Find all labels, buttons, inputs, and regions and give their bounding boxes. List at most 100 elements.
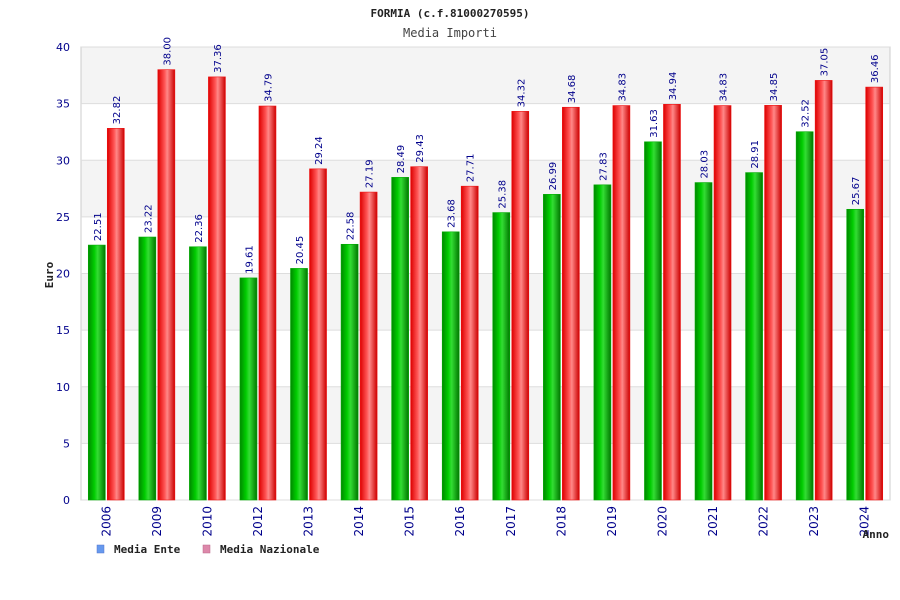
bar-media-nazionale-2009 [157, 69, 176, 501]
x-axis-label: Anno [863, 528, 890, 541]
bar-media-nazionale-2024 [865, 86, 884, 501]
value-label: 34.83 [617, 73, 628, 102]
bar-media-nazionale-2020 [663, 104, 681, 501]
value-label: 19.61 [244, 245, 255, 274]
value-label: 23.22 [143, 204, 154, 233]
legend-label-media-nazionale: Media Nazionale [220, 543, 320, 556]
x-tick-label: 2023 [807, 506, 821, 537]
value-label: 34.32 [516, 79, 527, 108]
bar-media-ente-2018 [543, 194, 561, 501]
bar-media-nazionale-2021 [713, 105, 732, 501]
y-tick-label: 0 [63, 494, 70, 507]
bar-media-ente-2024 [846, 208, 865, 501]
bar-media-nazionale-2006 [106, 128, 125, 501]
value-label: 28.03 [700, 150, 711, 179]
bar-media-nazionale-2018 [562, 106, 580, 501]
value-label: 34.79 [263, 73, 274, 102]
bar-media-nazionale-2014 [359, 191, 378, 501]
bar-media-ente-2013 [290, 268, 308, 501]
value-label: 34.85 [769, 73, 780, 102]
x-tick-label: 2010 [200, 506, 214, 537]
value-label: 22.51 [93, 212, 104, 241]
y-tick-label: 35 [56, 98, 70, 111]
y-axis-ticks: 0 5 10 15 20 25 30 35 40 [56, 41, 70, 507]
x-tick-label: 2013 [302, 506, 316, 537]
value-label: 23.68 [447, 199, 458, 228]
value-label: 38.00 [162, 37, 173, 66]
chart-title: FORMIA (c.f.81000270595) [371, 7, 530, 20]
bar-media-ente-2015 [391, 177, 409, 501]
y-axis-label: Euro [43, 261, 56, 288]
x-tick-label: 2019 [605, 506, 619, 537]
bar-media-ente-2023 [795, 131, 814, 501]
bar-media-ente-2014 [340, 243, 359, 501]
value-label: 20.45 [295, 236, 306, 265]
value-label: 25.38 [497, 180, 508, 209]
value-label: 34.83 [719, 73, 730, 102]
bar-media-ente-2022 [745, 172, 763, 501]
bar-media-ente-2010 [189, 246, 207, 501]
bar-media-nazionale-2012 [258, 105, 277, 501]
x-tick-label: 2006 [99, 506, 113, 537]
value-label: 29.24 [314, 136, 325, 165]
x-tick-label: 2017 [504, 506, 518, 537]
value-label: 32.82 [112, 96, 123, 125]
x-tick-label: 2021 [706, 506, 720, 537]
y-tick-label: 10 [56, 381, 70, 394]
x-tick-label: 2016 [453, 506, 467, 537]
y-tick-label: 5 [63, 437, 70, 450]
bar-media-nazionale-2019 [612, 105, 631, 501]
bar-media-ente-2009 [138, 236, 157, 501]
value-label: 34.94 [668, 72, 679, 101]
value-label: 29.43 [415, 134, 426, 163]
bar-media-ente-2006 [87, 244, 106, 501]
value-label: 28.49 [396, 145, 407, 174]
bar-media-ente-2016 [441, 231, 460, 501]
x-tick-label: 2009 [150, 506, 164, 537]
bar-media-ente-2017 [492, 212, 511, 501]
chart-subtitle: Media Importi [403, 26, 497, 40]
legend: Media Ente Media Nazionale [96, 543, 320, 556]
bar-media-nazionale-2017 [511, 111, 530, 501]
value-label: 26.99 [548, 162, 559, 191]
y-tick-label: 30 [56, 154, 70, 167]
value-label: 25.67 [851, 177, 862, 206]
legend-swatch-media-nazionale [202, 544, 211, 554]
y-tick-label: 20 [56, 268, 70, 281]
bar-media-nazionale-2016 [460, 185, 479, 501]
value-label: 27.71 [466, 154, 477, 183]
value-label: 22.36 [194, 214, 205, 243]
value-label: 31.63 [649, 109, 660, 138]
x-tick-label: 2020 [655, 506, 669, 537]
bar-media-ente-2020 [644, 141, 662, 501]
y-tick-label: 15 [56, 324, 70, 337]
legend-label-media-ente: Media Ente [114, 543, 181, 556]
value-label: 27.19 [365, 159, 376, 188]
value-label: 22.58 [346, 212, 357, 241]
x-tick-label: 2024 [858, 506, 872, 537]
bar-media-nazionale-2015 [410, 166, 428, 501]
bar-media-nazionale-2013 [309, 168, 327, 501]
x-tick-label: 2022 [757, 506, 771, 537]
bar-media-nazionale-2022 [764, 105, 782, 501]
value-label: 32.52 [801, 99, 812, 128]
value-label: 34.68 [567, 75, 578, 104]
x-axis-ticks: 2006 2009 2010 2012 2013 2014 2015 2016 2017 2018… [99, 506, 871, 537]
value-labels: 22.51 32.82 23.22 38.00 22.36 37.36 19.61 34.79… [93, 37, 881, 274]
x-tick-label: 2014 [352, 506, 366, 537]
bar-media-nazionale-2010 [208, 76, 226, 501]
bars [87, 69, 884, 501]
bar-media-nazionale-2023 [814, 80, 833, 501]
value-label: 37.05 [820, 48, 831, 77]
y-tick-label: 40 [56, 41, 70, 54]
y-tick-label: 25 [56, 211, 70, 224]
x-tick-label: 2018 [554, 506, 568, 537]
x-tick-label: 2012 [251, 506, 265, 537]
bar-media-ente-2012 [239, 277, 258, 501]
x-tick-label: 2015 [403, 506, 417, 537]
value-label: 36.46 [870, 54, 881, 83]
bar-media-ente-2019 [593, 184, 612, 501]
value-label: 27.83 [598, 152, 609, 181]
legend-swatch-media-ente [96, 544, 105, 554]
